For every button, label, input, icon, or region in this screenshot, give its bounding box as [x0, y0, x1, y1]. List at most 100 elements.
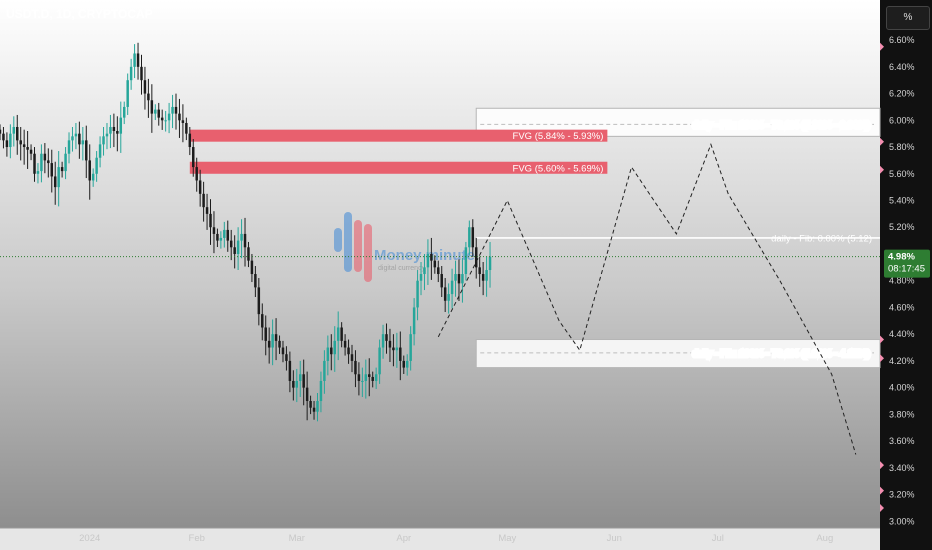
- candle-body: [281, 347, 285, 355]
- price-axis[interactable]: 6.60% 6.40% 6.20% 6.00% 5.80% 5.60% 5.40% 5.20%…: [880, 35, 915, 526]
- candle-body: [81, 140, 85, 145]
- candle-body: [150, 100, 154, 114]
- candle-body: [416, 280, 419, 308]
- candle-body: [316, 401, 319, 412]
- plot-background: [0, 0, 880, 528]
- candle-body: [405, 360, 409, 368]
- axis-marker: [880, 486, 884, 495]
- candle-body: [205, 207, 209, 214]
- candle-body: [395, 347, 399, 351]
- candle-body: [185, 122, 188, 134]
- candle-body: [302, 374, 305, 388]
- time-tick-label: Mar: [289, 533, 305, 544]
- candle-body: [295, 380, 299, 388]
- candle-body: [43, 153, 47, 161]
- candle-body: [116, 130, 119, 134]
- candle-body: [236, 240, 240, 254]
- candle-body: [267, 340, 271, 348]
- percent-scale-button[interactable]: %: [886, 6, 930, 30]
- current-price-badge: [884, 249, 930, 278]
- candle-body: [461, 274, 464, 284]
- candle-body: [271, 334, 274, 348]
- candle-body: [392, 347, 395, 351]
- watermark-subtext: digital currency: [378, 265, 426, 272]
- candle-body: [140, 66, 143, 81]
- symbol-title: USDT.D, 1D, CRYPTOCAP: [6, 7, 153, 21]
- candle-body: [274, 334, 278, 341]
- candle-body: [371, 376, 374, 381]
- candle-body: [74, 133, 78, 137]
- time-axis[interactable]: 2024 Feb Mar Apr May Jun Jul Aug: [79, 533, 833, 544]
- candle-body: [188, 133, 192, 148]
- candle-body: [36, 171, 40, 174]
- current-price-value: 4.98%: [888, 252, 915, 263]
- candle-body: [202, 193, 205, 208]
- axis-marker: [880, 503, 884, 512]
- candle-body: [399, 347, 402, 361]
- candle-body: [112, 126, 116, 131]
- candle-body: [29, 149, 33, 154]
- candle-body: [129, 66, 133, 81]
- candle-body: [53, 176, 57, 188]
- candle-body: [133, 53, 136, 67]
- candle-body: [278, 340, 281, 348]
- candle-body: [78, 133, 81, 145]
- candle-body: [385, 334, 388, 341]
- candle-body: [350, 354, 354, 361]
- candle-body: [85, 140, 88, 161]
- candle-body: [16, 126, 19, 141]
- candle-body: [0, 129, 2, 134]
- candle-body: [440, 274, 443, 288]
- candle-body: [2, 133, 5, 141]
- candle-body: [319, 380, 323, 402]
- price-tick-label: 3.80%: [889, 409, 915, 419]
- watermark-bar: [344, 212, 352, 272]
- fvg-zone-box: [189, 161, 608, 174]
- candle-body: [71, 136, 74, 141]
- candle-body: [40, 153, 43, 172]
- candle-body: [419, 274, 423, 281]
- fib-zone-box: [475, 339, 881, 369]
- candle-body: [174, 106, 178, 114]
- candle-body: [119, 117, 123, 134]
- candle-body: [447, 294, 450, 301]
- bar-countdown: 08:17:45: [888, 264, 925, 275]
- candle-body: [261, 314, 264, 328]
- candle-body: [181, 120, 185, 123]
- candle-body: [195, 167, 198, 181]
- price-tick-label: 5.20%: [889, 222, 915, 232]
- candle-body: [254, 274, 257, 288]
- candle-body: [198, 180, 202, 194]
- price-tick-label: 4.60%: [889, 302, 915, 312]
- price-tick-label: 4.80%: [889, 276, 915, 286]
- candles-group: [0, 42, 492, 422]
- candle-body: [474, 247, 478, 268]
- candle-body: [102, 136, 105, 145]
- candle-body: [450, 280, 454, 295]
- candle-body: [154, 109, 157, 114]
- candle-body: [5, 140, 9, 148]
- axis-marker: [880, 165, 884, 174]
- watermark-bar: [334, 228, 342, 252]
- candle-body: [122, 106, 126, 118]
- price-tick-label: 3.20%: [889, 490, 915, 500]
- price-tick-label: 6.00%: [889, 115, 915, 125]
- candle-body: [478, 267, 481, 275]
- fib-zone-label: daily - Fib: 100% - 78.6% (4.36% - 4.15%…: [693, 348, 870, 359]
- candle-body: [33, 153, 36, 174]
- candle-body: [209, 213, 212, 228]
- candle-body: [378, 347, 381, 375]
- candle-body: [264, 327, 267, 341]
- candle-body: [192, 147, 195, 168]
- candle-body: [233, 247, 236, 254]
- candle-body: [219, 237, 223, 241]
- candle-body: [309, 401, 312, 408]
- candle-body: [160, 117, 164, 121]
- watermark-bar: [354, 220, 362, 272]
- time-tick-label: Aug: [816, 533, 833, 544]
- axis-marker: [880, 461, 884, 470]
- fvg-zone-label: FVG (5.60% - 5.69%): [513, 163, 604, 174]
- candle-body: [136, 53, 140, 67]
- candle-body: [250, 260, 254, 275]
